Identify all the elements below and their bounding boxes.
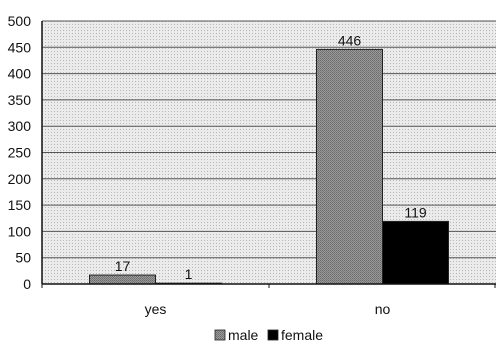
y-tick-label: 350 bbox=[8, 92, 32, 108]
legend: male female bbox=[214, 327, 323, 343]
bars bbox=[89, 48, 449, 285]
data-label-female-no: 119 bbox=[404, 204, 427, 220]
x-category-label: no bbox=[375, 301, 391, 317]
data-label-male-yes: 17 bbox=[115, 258, 131, 274]
x-category-label: yes bbox=[145, 301, 167, 317]
y-tick-label: 250 bbox=[8, 145, 32, 161]
axes bbox=[41, 21, 496, 288]
bar-female-no bbox=[382, 220, 449, 285]
y-tick-label: 200 bbox=[8, 171, 32, 187]
legend-label-male: male bbox=[228, 327, 259, 343]
data-label-male-no: 446 bbox=[338, 32, 362, 48]
data-label-female-yes: 1 bbox=[185, 266, 193, 282]
y-tick-label: 100 bbox=[8, 223, 32, 239]
y-tick-label: 400 bbox=[8, 66, 32, 82]
bar-male-no bbox=[316, 48, 383, 285]
bar-male-yes bbox=[89, 274, 156, 285]
legend-swatch-male bbox=[214, 329, 226, 341]
x-category-labels: yes no bbox=[145, 301, 391, 317]
y-tick-labels: 0 50 100 150 200 250 300 350 400 450 500 bbox=[8, 13, 32, 292]
data-labels: 17 1 446 119 bbox=[115, 32, 427, 282]
legend-swatch-female bbox=[267, 329, 279, 341]
y-tick-label: 0 bbox=[23, 276, 31, 292]
y-tick-label: 450 bbox=[8, 39, 32, 55]
legend-label-female: female bbox=[281, 327, 323, 343]
y-tick-label: 300 bbox=[8, 118, 32, 134]
gridlines bbox=[42, 20, 496, 259]
y-tick-label: 150 bbox=[8, 197, 32, 213]
y-tick-label: 500 bbox=[8, 13, 32, 29]
y-tick-label: 50 bbox=[15, 250, 31, 266]
